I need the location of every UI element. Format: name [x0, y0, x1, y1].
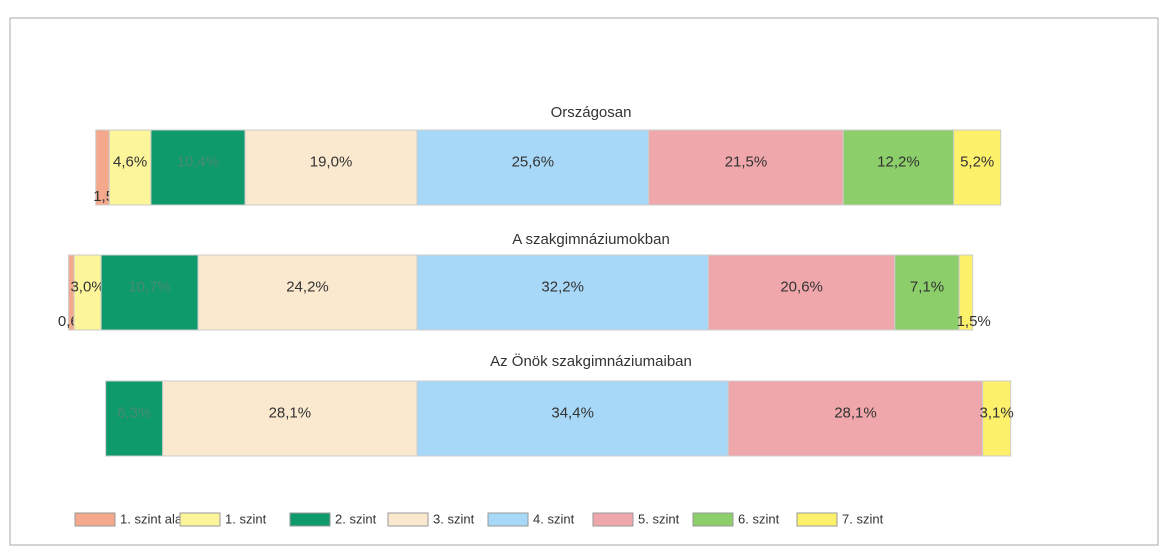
- bar-segment: [416, 380, 729, 457]
- bar-segment: [416, 254, 709, 331]
- value-label: 20,6%: [780, 278, 823, 295]
- value-label: 7,1%: [910, 278, 944, 295]
- bar-segment: [842, 129, 955, 206]
- legend-label: 2. szint: [335, 511, 377, 526]
- legend-swatch: [796, 512, 838, 527]
- legend-label: 7. szint: [842, 511, 884, 526]
- value-label: 24,2%: [286, 278, 329, 295]
- bar-segment: [244, 129, 418, 206]
- value-label: 28,1%: [834, 404, 877, 421]
- legend-swatch: [179, 512, 221, 527]
- value-label: 19,0%: [310, 153, 353, 170]
- legend-swatch: [592, 512, 634, 527]
- group-title: Az Önök szakgimnáziumaiban: [490, 352, 692, 370]
- bar-segment: [162, 380, 418, 457]
- value-label: 21,5%: [725, 153, 768, 170]
- value-label: 6,3%: [117, 404, 151, 421]
- value-label: 3,0%: [70, 278, 104, 295]
- legend-label: 3. szint: [433, 511, 475, 526]
- legend-label: 5. szint: [638, 511, 680, 526]
- legend-swatch: [487, 512, 529, 527]
- legend-label: 4. szint: [533, 511, 575, 526]
- bar-segment: [648, 129, 844, 206]
- bar-segment: [105, 380, 164, 457]
- bar-segment: [150, 129, 246, 206]
- bar-segment: [73, 254, 102, 331]
- legend-label: 1. szint: [225, 511, 267, 526]
- bar-segment: [707, 254, 896, 331]
- legend-label: 1. szint alatti: [120, 511, 192, 526]
- value-label: 10,4%: [177, 153, 220, 170]
- legend-swatch: [289, 512, 331, 527]
- value-label: 1,5%: [957, 313, 991, 330]
- value-label: 4,6%: [113, 153, 147, 170]
- legend-label: 6. szint: [738, 511, 780, 526]
- bar-segment: [416, 129, 650, 206]
- value-label: 5,2%: [960, 153, 994, 170]
- value-label: 25,6%: [512, 153, 555, 170]
- legend-swatch: [387, 512, 429, 527]
- bar-segment: [727, 380, 984, 457]
- value-label: 3,1%: [980, 404, 1014, 421]
- bar-segment: [982, 380, 1012, 457]
- bar-segment: [894, 254, 960, 331]
- bar-segment: [953, 129, 1002, 206]
- group-title: Országosan: [551, 104, 632, 121]
- value-label: 12,2%: [877, 153, 920, 170]
- legend-swatch: [692, 512, 734, 527]
- group-title: A szakgimnáziumokban: [512, 231, 670, 248]
- bar-segment: [197, 254, 418, 331]
- value-label: 28,1%: [269, 404, 312, 421]
- bar-segment: [958, 254, 974, 331]
- value-label: 10,7%: [128, 278, 171, 295]
- value-label: 32,2%: [541, 278, 584, 295]
- value-label: 34,4%: [551, 404, 594, 421]
- legend-swatch: [74, 512, 116, 527]
